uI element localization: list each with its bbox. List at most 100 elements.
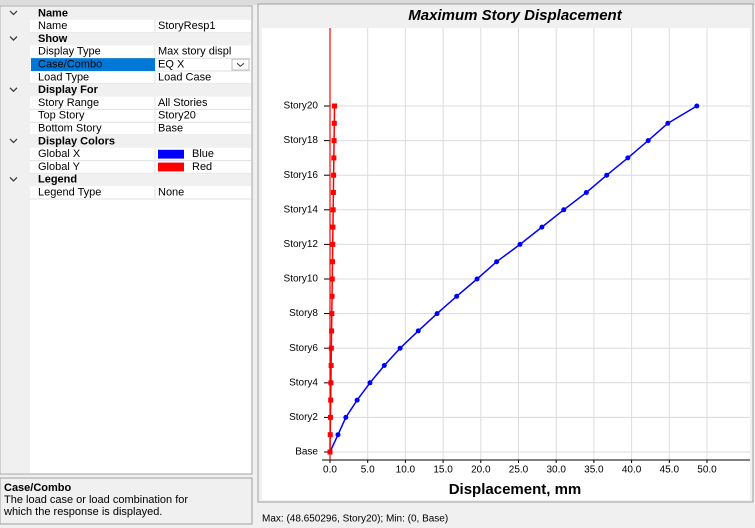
marker — [328, 397, 334, 403]
marker — [604, 172, 610, 178]
y-tick-label: Story4 — [289, 377, 318, 388]
property-label: Bottom Story — [38, 123, 102, 135]
dropdown-arrow — [236, 62, 245, 67]
marker — [397, 345, 403, 351]
property-label: Top Story — [38, 110, 85, 122]
property-value: EQ X — [158, 59, 185, 71]
x-tick-label: 0.0 — [323, 465, 337, 476]
marker — [327, 432, 333, 438]
category-row — [1, 135, 251, 148]
property-value: Max story displ — [158, 46, 231, 58]
x-tick-label: 45.0 — [660, 465, 680, 476]
x-axis-label: Displacement, mm — [449, 481, 582, 498]
category-row — [1, 83, 251, 97]
marker — [561, 207, 567, 213]
chart-panel: Maximum Story Displacement Displacement,… — [257, 3, 754, 503]
dropdown-box — [231, 58, 250, 71]
category-name: Display For — [38, 84, 99, 96]
x-tick-label: 35.0 — [584, 465, 604, 476]
selected-label — [31, 58, 155, 71]
marker — [665, 120, 671, 126]
property-label: Global Y — [38, 161, 81, 173]
y-tick-label: Story18 — [284, 135, 319, 146]
expand-chevron — [9, 10, 18, 16]
category-row — [1, 32, 251, 46]
y-tick-label: Story14 — [284, 204, 319, 215]
expand-chevron — [9, 138, 18, 144]
marker — [330, 207, 336, 213]
dropdown-button[interactable] — [231, 58, 250, 71]
property-grid-gutter — [1, 7, 30, 473]
property-value: StoryResp1 — [158, 20, 215, 32]
marker — [343, 414, 349, 420]
x-tick-label: 30.0 — [546, 465, 566, 476]
y-tick-label: Story6 — [289, 343, 318, 354]
marker — [329, 276, 335, 282]
status-text: Max: (48.650296, Story20); Min: (0, Base… — [262, 514, 448, 525]
property-value: Base — [158, 123, 183, 135]
category-name: Legend — [38, 174, 77, 186]
marker — [330, 241, 336, 247]
y-tick-label: Story16 — [284, 170, 319, 181]
marker — [328, 380, 334, 386]
x-tick-label: 5.0 — [361, 465, 375, 476]
marker — [331, 172, 337, 178]
marker — [329, 259, 335, 265]
marker — [694, 103, 700, 109]
category-name: Show — [38, 33, 68, 45]
marker — [328, 345, 334, 351]
marker — [583, 190, 589, 195]
expand-chevron — [9, 176, 18, 182]
property-value: Story20 — [158, 110, 196, 122]
marker — [335, 432, 341, 438]
expand-chevron — [9, 36, 18, 41]
marker — [332, 103, 338, 109]
category-name: Name — [38, 7, 68, 19]
marker — [415, 328, 421, 334]
marker — [329, 311, 335, 317]
property-label: Name — [38, 20, 67, 32]
property-label: Load Type — [38, 71, 89, 83]
marker — [494, 259, 500, 265]
x-tick-label: 25.0 — [509, 465, 529, 476]
marker — [454, 293, 460, 299]
chart-title: Maximum Story Displacement — [408, 7, 622, 24]
marker — [474, 276, 480, 282]
y-tick-label: Base — [295, 447, 318, 458]
marker — [517, 241, 523, 247]
property-value: Blue — [192, 148, 214, 160]
marker — [381, 363, 387, 368]
plot-area — [262, 28, 750, 500]
y-tick-label: Story10 — [284, 274, 319, 285]
property-label: Display Type — [38, 46, 101, 58]
description-frame — [0, 477, 253, 525]
x-tick-label: 10.0 — [396, 465, 416, 476]
marker — [327, 449, 333, 455]
marker — [330, 190, 336, 195]
property-value: Red — [192, 161, 212, 173]
property-label: Global X — [38, 148, 81, 160]
property-value: None — [158, 187, 184, 199]
marker — [327, 414, 333, 420]
property-label: Story Range — [38, 97, 99, 109]
description-text: The load case or load combination for — [4, 494, 188, 506]
marker — [367, 380, 373, 386]
category-row — [1, 173, 251, 187]
marker — [329, 293, 335, 299]
marker — [434, 311, 440, 317]
marker — [354, 397, 360, 403]
property-value: Load Case — [158, 71, 211, 83]
x-tick-label: 50.0 — [697, 465, 717, 476]
marker — [539, 224, 545, 230]
x-tick-label: 40.0 — [622, 465, 642, 476]
x-tick-label: 20.0 — [471, 465, 491, 476]
property-value: All Stories — [158, 97, 208, 109]
property-label: Case/Combo — [38, 59, 102, 71]
category-name: Display Colors — [38, 135, 115, 147]
marker — [645, 138, 651, 144]
y-tick-label: Story12 — [284, 239, 319, 250]
category-row — [1, 7, 251, 20]
description-title: Case/Combo — [4, 482, 72, 494]
